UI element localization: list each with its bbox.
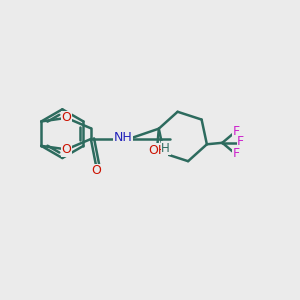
Text: OH: OH <box>148 144 167 157</box>
Text: F: F <box>237 135 244 148</box>
Text: O: O <box>61 143 71 156</box>
Text: F: F <box>232 147 240 160</box>
Text: F: F <box>232 125 240 138</box>
Text: H: H <box>161 142 170 155</box>
Text: NH: NH <box>113 131 132 144</box>
Text: O: O <box>61 111 71 124</box>
Text: O: O <box>91 164 101 177</box>
